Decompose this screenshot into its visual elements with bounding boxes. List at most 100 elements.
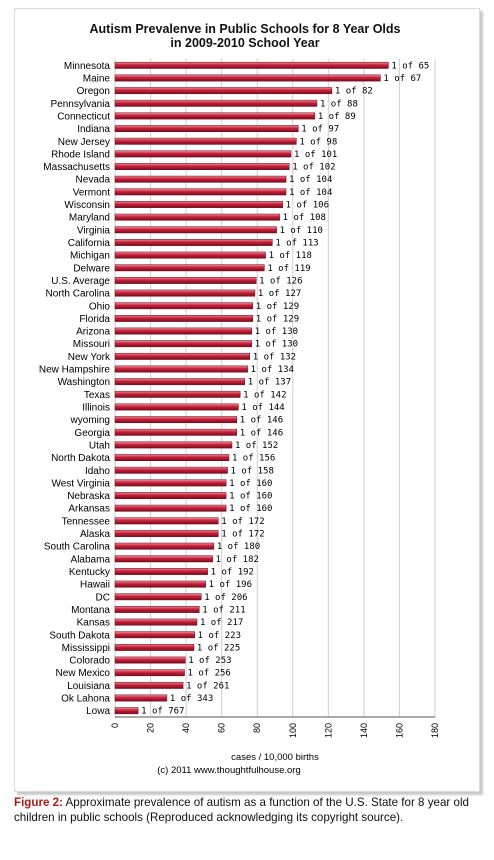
data-label: 1 of 253 [188, 656, 231, 666]
category-label: Utah [89, 440, 110, 451]
bar [114, 365, 248, 373]
bar [114, 707, 139, 715]
bar [114, 213, 280, 221]
bar [114, 555, 213, 563]
data-label: 1 of 172 [221, 517, 264, 527]
category-label: Hawaii [80, 580, 110, 591]
data-label: 1 of 88 [320, 99, 358, 109]
category-label: California [68, 238, 111, 249]
category-label: New Hampshire [39, 365, 111, 376]
chart-title-line1: Autism Prevalenve in Public Schools for … [90, 22, 401, 36]
x-tick-label: 80 [252, 723, 262, 733]
data-label: 1 of 146 [240, 428, 283, 438]
bar [114, 631, 195, 639]
chart-panel: Autism Prevalenve in Public Schools for … [14, 8, 480, 792]
data-label: 1 of 152 [235, 441, 278, 451]
category-label: New Jersey [58, 137, 110, 148]
data-label: 1 of 211 [202, 605, 245, 615]
category-label: Kentucky [69, 567, 110, 578]
category-label: Nevada [76, 175, 111, 186]
bar [114, 314, 254, 322]
data-label: 1 of 261 [186, 681, 229, 691]
chart-credit: (c) 2011 www.thoughtfulhouse.org [157, 765, 300, 776]
category-label: Rhode Island [51, 149, 110, 160]
data-label: 1 of 196 [209, 580, 252, 590]
data-label: 1 of 130 [255, 327, 298, 337]
category-label: Texas [84, 390, 110, 401]
category-label: North Dakota [51, 453, 110, 464]
category-label: Vermont [73, 187, 110, 198]
data-label: 1 of 65 [391, 61, 429, 71]
bar [114, 378, 246, 386]
bar [114, 251, 266, 259]
bar [114, 327, 252, 335]
data-label: 1 of 343 [170, 694, 213, 704]
category-label: Mississippi [62, 643, 110, 654]
data-label: 1 of 767 [141, 707, 184, 717]
category-label: Alaska [80, 529, 110, 540]
category-label: North Carolina [46, 289, 111, 300]
data-label: 1 of 102 [292, 163, 335, 173]
data-label: 1 of 134 [251, 365, 294, 375]
bar-chart: Autism Prevalenve in Public Schools for … [39, 22, 440, 776]
x-tick-label: 140 [359, 723, 369, 738]
grid-lines [114, 59, 436, 717]
category-label: Maryland [69, 213, 110, 224]
category-label: Maine [83, 73, 111, 84]
figure-caption-label: Figure 2: [14, 796, 63, 809]
category-label: Massachusetts [43, 162, 110, 173]
category-label: Tennessee [62, 516, 111, 527]
bar [114, 669, 185, 677]
data-label: 1 of 104 [289, 188, 332, 198]
data-label: 1 of 180 [217, 542, 260, 552]
data-label: 1 of 144 [241, 403, 284, 413]
bar [114, 517, 219, 525]
bar [114, 593, 202, 601]
data-label: 1 of 110 [280, 226, 323, 236]
data-label: 1 of 119 [267, 264, 310, 274]
bar [114, 390, 241, 398]
category-label: Colorado [69, 656, 110, 667]
x-tick-label: 60 [217, 723, 227, 733]
category-label: Indiana [77, 124, 110, 135]
bar [114, 681, 184, 689]
bar [114, 504, 227, 512]
bar [114, 479, 227, 487]
chart-title-line2: in 2009-2010 School Year [170, 36, 319, 50]
bar [114, 277, 257, 284]
data-label: 1 of 146 [240, 416, 283, 426]
category-label: Connecticut [57, 111, 110, 122]
data-label: 1 of 137 [248, 378, 291, 388]
category-label: Nebraska [67, 491, 110, 502]
data-label: 1 of 82 [335, 87, 373, 97]
data-label: 1 of 217 [200, 618, 243, 628]
bar [114, 340, 252, 348]
category-label: Wisconsin [64, 200, 110, 211]
category-label: wyoming [70, 415, 110, 426]
bar [114, 239, 273, 246]
category-label: Louisiana [67, 681, 110, 692]
bar [114, 302, 254, 310]
bar [114, 74, 381, 82]
category-label: Arkansas [68, 504, 110, 515]
data-label: 1 of 160 [229, 504, 272, 514]
bar [114, 226, 277, 234]
category-label: Oregon [77, 86, 110, 97]
bar [114, 492, 227, 499]
bar [114, 580, 206, 588]
bar [114, 125, 299, 133]
category-label: New Mexico [56, 668, 111, 679]
figure-caption-text: Approximate prevalence of autism as a fu… [14, 796, 469, 824]
category-label: New York [68, 352, 111, 363]
bar [114, 530, 219, 537]
data-label: 1 of 160 [229, 479, 272, 489]
bar [114, 201, 283, 208]
category-label: Illinois [82, 402, 110, 413]
category-label: Idaho [85, 466, 110, 477]
x-tick-label: 160 [394, 723, 404, 738]
data-label: 1 of 130 [255, 340, 298, 350]
data-label: 1 of 98 [299, 137, 337, 147]
category-label: Michigan [70, 251, 110, 262]
category-label: Delware [73, 263, 110, 274]
x-tick-label: 180 [430, 723, 440, 738]
